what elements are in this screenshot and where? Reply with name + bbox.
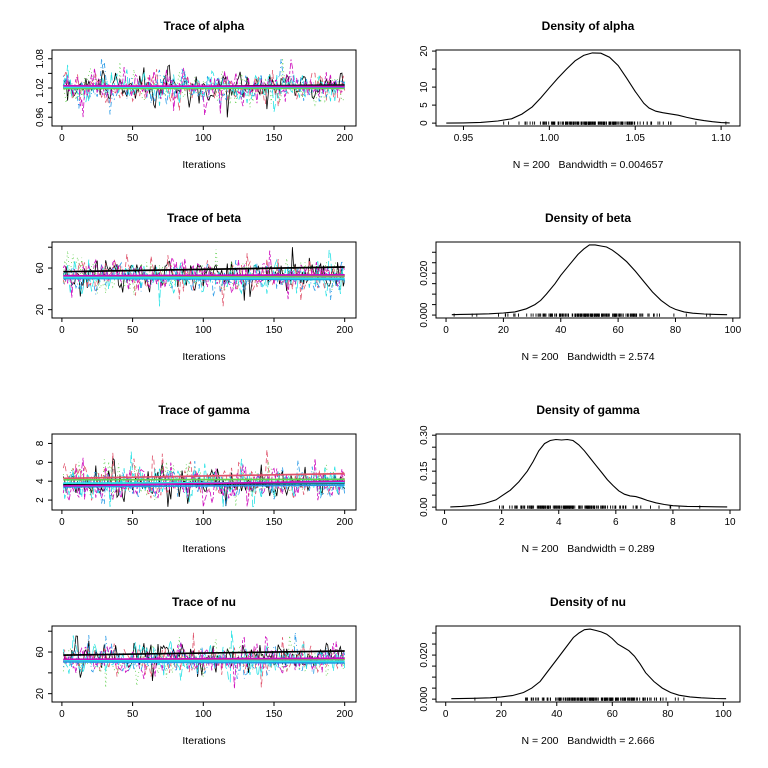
svg-text:1.10: 1.10 <box>711 133 731 144</box>
svg-text:8: 8 <box>35 440 46 446</box>
svg-text:60: 60 <box>607 709 619 720</box>
svg-text:1.02: 1.02 <box>35 78 46 98</box>
cell-trace-gamma: Trace of gamma 0 50 100 150 200 2 4 6 8 Iteratio… <box>0 384 384 576</box>
trace-alpha-x-axis-label: Iterations <box>182 159 226 171</box>
svg-text:8: 8 <box>670 517 676 528</box>
trace-gamma-x-axis-label: Iterations <box>182 543 226 555</box>
density-beta-stats-label: N = 200 Bandwidth = 2.574 <box>521 351 655 363</box>
svg-text:2: 2 <box>35 497 46 503</box>
svg-text:10: 10 <box>419 81 430 93</box>
svg-text:20: 20 <box>498 325 510 336</box>
svg-text:0: 0 <box>419 120 430 126</box>
trace-nu-chart: 0 50 100 150 200 20 60 <box>35 625 357 720</box>
svg-text:4: 4 <box>35 478 46 484</box>
svg-text:0: 0 <box>59 133 65 144</box>
cell-density-gamma: Density of gamma 0 2 4 6 8 10 0.00 0.15 0.30 N =… <box>384 384 768 576</box>
svg-text:50: 50 <box>127 133 139 144</box>
svg-text:0.020: 0.020 <box>419 260 430 285</box>
plot-title-trace-nu: Trace of nu <box>171 595 236 609</box>
svg-text:100: 100 <box>195 133 212 144</box>
svg-text:0.96: 0.96 <box>35 107 46 127</box>
cell-density-beta: Density of beta 0 20 40 60 80 100 0.000 0.020 N… <box>384 192 768 384</box>
svg-text:200: 200 <box>336 325 353 336</box>
svg-text:100: 100 <box>715 709 732 720</box>
svg-text:2: 2 <box>499 517 505 528</box>
trace-alpha-chart: 0 50 100 150 200 0.96 1.02 1.08 <box>35 49 357 144</box>
plot-title-trace-gamma: Trace of gamma <box>158 403 250 417</box>
svg-text:0.30: 0.30 <box>419 425 430 445</box>
svg-text:0: 0 <box>59 709 65 720</box>
svg-text:40: 40 <box>555 325 567 336</box>
svg-text:0.00: 0.00 <box>419 497 430 517</box>
svg-text:50: 50 <box>127 517 139 528</box>
svg-text:50: 50 <box>127 709 139 720</box>
svg-text:20: 20 <box>496 709 508 720</box>
svg-text:200: 200 <box>336 517 353 528</box>
svg-text:0: 0 <box>443 325 449 336</box>
svg-text:20: 20 <box>35 688 46 700</box>
cell-trace-nu: Trace of nu 0 50 100 150 200 20 60 Iterations <box>0 576 384 768</box>
cell-trace-alpha: Trace of alpha 0 50 100 150 200 0.96 1.02 1.08 … <box>0 0 384 192</box>
svg-text:80: 80 <box>662 709 674 720</box>
svg-text:4: 4 <box>556 517 562 528</box>
svg-text:200: 200 <box>336 709 353 720</box>
svg-text:5: 5 <box>419 102 430 108</box>
cell-density-nu: Density of nu 0 20 40 60 80 100 0.000 0.020 N =… <box>384 576 768 768</box>
svg-text:6: 6 <box>35 459 46 465</box>
svg-text:1.05: 1.05 <box>625 133 645 144</box>
svg-text:1.08: 1.08 <box>35 49 46 69</box>
svg-text:0.000: 0.000 <box>419 686 430 711</box>
cell-trace-beta: Trace of beta 0 50 100 150 200 20 60 Iteration… <box>0 192 384 384</box>
density-gamma-chart: 0 2 4 6 8 10 0.00 0.15 0.30 <box>419 425 741 528</box>
svg-text:100: 100 <box>724 325 741 336</box>
svg-text:200: 200 <box>336 133 353 144</box>
cell-density-alpha: Density of alpha 0.95 1.00 1.05 1.10 0 5 10 20 … <box>384 0 768 192</box>
svg-text:60: 60 <box>35 262 46 274</box>
svg-text:100: 100 <box>195 517 212 528</box>
plot-title-density-gamma: Density of gamma <box>536 403 640 417</box>
plot-title-trace-alpha: Trace of alpha <box>163 19 245 33</box>
plot-title-density-nu: Density of nu <box>549 595 626 609</box>
density-nu-stats-label: N = 200 Bandwidth = 2.666 <box>521 735 655 747</box>
svg-text:80: 80 <box>670 325 682 336</box>
svg-text:6: 6 <box>613 517 619 528</box>
svg-text:1.00: 1.00 <box>540 133 560 144</box>
svg-text:100: 100 <box>195 709 212 720</box>
svg-text:0.15: 0.15 <box>419 461 430 481</box>
svg-text:0: 0 <box>442 517 448 528</box>
svg-text:60: 60 <box>613 325 625 336</box>
svg-text:150: 150 <box>266 133 283 144</box>
density-beta-chart: 0 20 40 60 80 100 0.000 0.020 <box>419 241 742 336</box>
svg-text:150: 150 <box>266 517 283 528</box>
svg-text:150: 150 <box>266 709 283 720</box>
svg-text:10: 10 <box>724 517 736 528</box>
svg-text:0: 0 <box>59 517 65 528</box>
density-nu-chart: 0 20 40 60 80 100 0.000 0.020 <box>419 625 741 720</box>
svg-text:20: 20 <box>35 304 46 316</box>
svg-text:50: 50 <box>127 325 139 336</box>
svg-text:0.020: 0.020 <box>419 642 430 667</box>
density-gamma-stats-label: N = 200 Bandwidth = 0.289 <box>521 543 655 555</box>
svg-text:150: 150 <box>266 325 283 336</box>
svg-text:40: 40 <box>551 709 563 720</box>
density-alpha-chart: 0.95 1.00 1.05 1.10 0 5 10 20 <box>419 45 741 144</box>
trace-beta-chart: 0 50 100 150 200 20 60 <box>35 241 357 336</box>
density-alpha-stats-label: N = 200 Bandwidth = 0.004657 <box>512 159 664 171</box>
plot-title-trace-beta: Trace of beta <box>166 211 242 225</box>
svg-text:100: 100 <box>195 325 212 336</box>
trace-gamma-chart: 0 50 100 150 200 2 4 6 8 <box>35 433 357 528</box>
svg-text:0: 0 <box>443 709 449 720</box>
svg-text:20: 20 <box>419 45 430 57</box>
plot-title-density-alpha: Density of alpha <box>541 19 635 33</box>
svg-text:0.95: 0.95 <box>454 133 474 144</box>
svg-text:0.000: 0.000 <box>419 302 430 327</box>
svg-text:60: 60 <box>35 646 46 658</box>
svg-text:0: 0 <box>59 325 65 336</box>
trace-beta-x-axis-label: Iterations <box>182 351 226 363</box>
trace-nu-x-axis-label: Iterations <box>182 735 226 747</box>
plot-title-density-beta: Density of beta <box>544 211 631 225</box>
